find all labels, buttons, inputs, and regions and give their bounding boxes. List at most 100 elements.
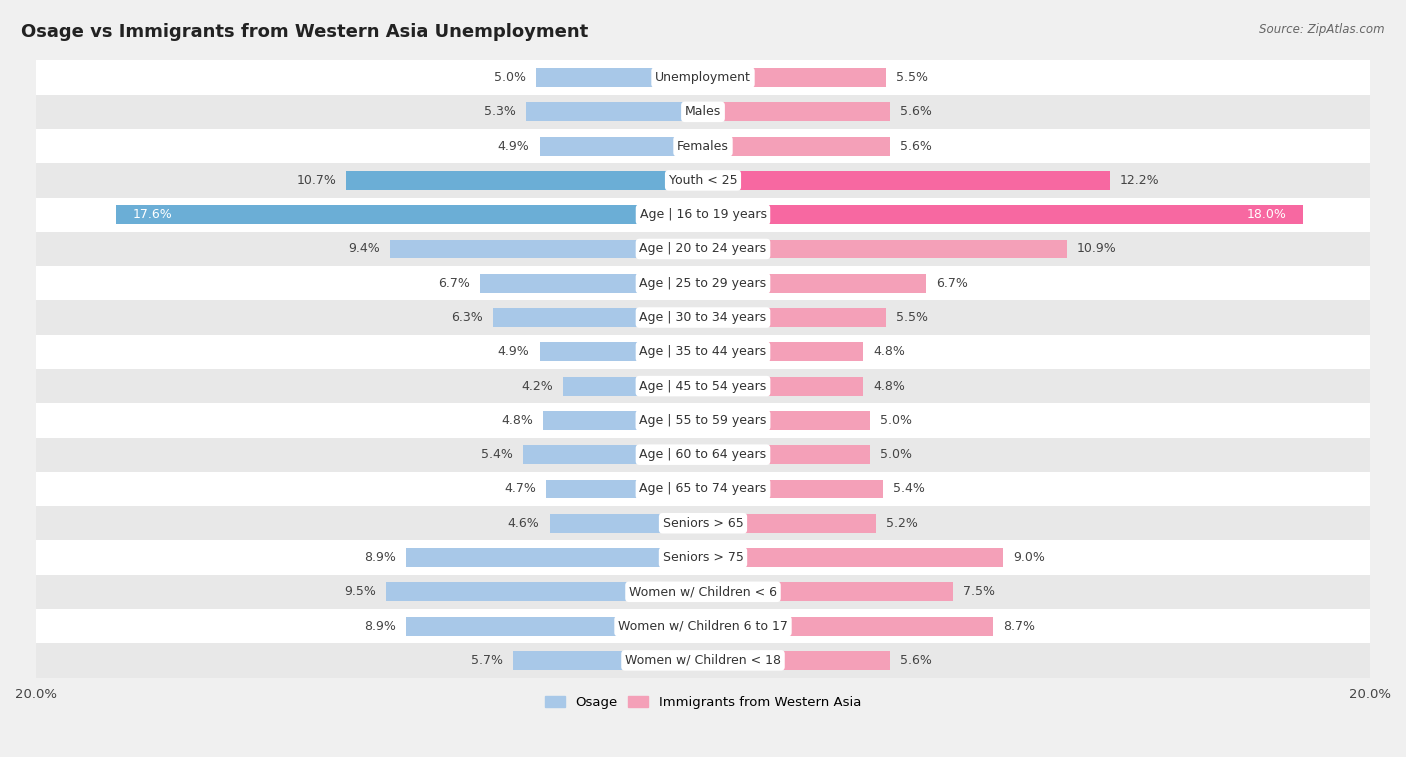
Bar bbox=[387, 582, 703, 601]
Text: 17.6%: 17.6% bbox=[132, 208, 173, 221]
Text: Unemployment: Unemployment bbox=[655, 71, 751, 84]
Text: 10.9%: 10.9% bbox=[1077, 242, 1116, 255]
Bar bbox=[37, 472, 1369, 506]
Bar bbox=[703, 274, 927, 293]
Text: 5.4%: 5.4% bbox=[481, 448, 513, 461]
Text: 18.0%: 18.0% bbox=[1247, 208, 1286, 221]
Text: Osage vs Immigrants from Western Asia Unemployment: Osage vs Immigrants from Western Asia Un… bbox=[21, 23, 588, 41]
Bar bbox=[703, 137, 890, 155]
Text: 5.0%: 5.0% bbox=[880, 414, 911, 427]
Bar bbox=[703, 342, 863, 361]
Text: 5.3%: 5.3% bbox=[484, 105, 516, 118]
Bar bbox=[37, 301, 1369, 335]
Bar bbox=[523, 445, 703, 464]
Bar bbox=[540, 137, 703, 155]
Bar bbox=[406, 548, 703, 567]
Text: Age | 65 to 74 years: Age | 65 to 74 years bbox=[640, 482, 766, 496]
Text: 4.6%: 4.6% bbox=[508, 517, 540, 530]
Bar bbox=[37, 95, 1369, 129]
Text: 6.7%: 6.7% bbox=[437, 277, 470, 290]
Text: Seniors > 65: Seniors > 65 bbox=[662, 517, 744, 530]
Bar bbox=[703, 205, 1303, 224]
Text: 9.0%: 9.0% bbox=[1014, 551, 1045, 564]
Text: Age | 30 to 34 years: Age | 30 to 34 years bbox=[640, 311, 766, 324]
Bar bbox=[37, 369, 1369, 403]
Bar bbox=[703, 582, 953, 601]
Bar bbox=[37, 266, 1369, 301]
Text: 4.8%: 4.8% bbox=[873, 345, 905, 358]
Bar bbox=[37, 232, 1369, 266]
Bar bbox=[703, 548, 1002, 567]
Text: 4.8%: 4.8% bbox=[501, 414, 533, 427]
Text: Age | 16 to 19 years: Age | 16 to 19 years bbox=[640, 208, 766, 221]
Text: 5.7%: 5.7% bbox=[471, 654, 503, 667]
Bar bbox=[703, 239, 1067, 258]
Bar bbox=[494, 308, 703, 327]
Text: Youth < 25: Youth < 25 bbox=[669, 174, 737, 187]
Text: Age | 20 to 24 years: Age | 20 to 24 years bbox=[640, 242, 766, 255]
Text: Females: Females bbox=[678, 139, 728, 153]
Bar bbox=[703, 651, 890, 670]
Bar bbox=[389, 239, 703, 258]
Text: 9.4%: 9.4% bbox=[347, 242, 380, 255]
Bar bbox=[37, 61, 1369, 95]
Text: Women w/ Children 6 to 17: Women w/ Children 6 to 17 bbox=[619, 619, 787, 633]
Bar bbox=[540, 342, 703, 361]
Bar bbox=[703, 377, 863, 396]
Text: 4.9%: 4.9% bbox=[498, 345, 530, 358]
Bar bbox=[346, 171, 703, 190]
Bar bbox=[543, 411, 703, 430]
Bar bbox=[703, 171, 1109, 190]
Text: 4.7%: 4.7% bbox=[505, 482, 536, 496]
Text: Age | 55 to 59 years: Age | 55 to 59 years bbox=[640, 414, 766, 427]
Bar bbox=[703, 479, 883, 498]
Text: 10.7%: 10.7% bbox=[297, 174, 336, 187]
Text: 5.0%: 5.0% bbox=[880, 448, 911, 461]
Bar bbox=[703, 445, 870, 464]
Text: 12.2%: 12.2% bbox=[1119, 174, 1160, 187]
Bar bbox=[703, 411, 870, 430]
Text: 4.9%: 4.9% bbox=[498, 139, 530, 153]
Text: Seniors > 75: Seniors > 75 bbox=[662, 551, 744, 564]
Text: 7.5%: 7.5% bbox=[963, 585, 995, 598]
Bar bbox=[703, 308, 886, 327]
Bar bbox=[37, 129, 1369, 164]
Text: 8.9%: 8.9% bbox=[364, 619, 396, 633]
Text: Women w/ Children < 6: Women w/ Children < 6 bbox=[628, 585, 778, 598]
Text: Age | 45 to 54 years: Age | 45 to 54 years bbox=[640, 379, 766, 393]
Text: Age | 60 to 64 years: Age | 60 to 64 years bbox=[640, 448, 766, 461]
Text: 4.8%: 4.8% bbox=[873, 379, 905, 393]
Bar bbox=[37, 506, 1369, 540]
Bar bbox=[703, 514, 876, 533]
Text: Women w/ Children < 18: Women w/ Children < 18 bbox=[626, 654, 780, 667]
Bar bbox=[37, 198, 1369, 232]
Bar bbox=[703, 68, 886, 87]
Bar bbox=[550, 514, 703, 533]
Bar bbox=[703, 617, 993, 636]
Bar bbox=[37, 643, 1369, 678]
Text: 5.5%: 5.5% bbox=[897, 71, 928, 84]
Bar bbox=[703, 102, 890, 121]
Text: 6.3%: 6.3% bbox=[451, 311, 482, 324]
Text: 5.2%: 5.2% bbox=[886, 517, 918, 530]
Text: Source: ZipAtlas.com: Source: ZipAtlas.com bbox=[1260, 23, 1385, 36]
Bar bbox=[117, 205, 703, 224]
Text: 5.6%: 5.6% bbox=[900, 139, 932, 153]
Bar bbox=[37, 438, 1369, 472]
Text: 9.5%: 9.5% bbox=[344, 585, 377, 598]
Text: 8.9%: 8.9% bbox=[364, 551, 396, 564]
Bar bbox=[513, 651, 703, 670]
Text: 5.6%: 5.6% bbox=[900, 105, 932, 118]
Text: 5.5%: 5.5% bbox=[897, 311, 928, 324]
Bar bbox=[547, 479, 703, 498]
Text: 5.6%: 5.6% bbox=[900, 654, 932, 667]
Bar bbox=[37, 540, 1369, 575]
Bar bbox=[37, 164, 1369, 198]
Bar bbox=[536, 68, 703, 87]
Bar bbox=[479, 274, 703, 293]
Bar bbox=[37, 335, 1369, 369]
Bar bbox=[526, 102, 703, 121]
Text: Males: Males bbox=[685, 105, 721, 118]
Bar bbox=[37, 609, 1369, 643]
Text: Age | 25 to 29 years: Age | 25 to 29 years bbox=[640, 277, 766, 290]
